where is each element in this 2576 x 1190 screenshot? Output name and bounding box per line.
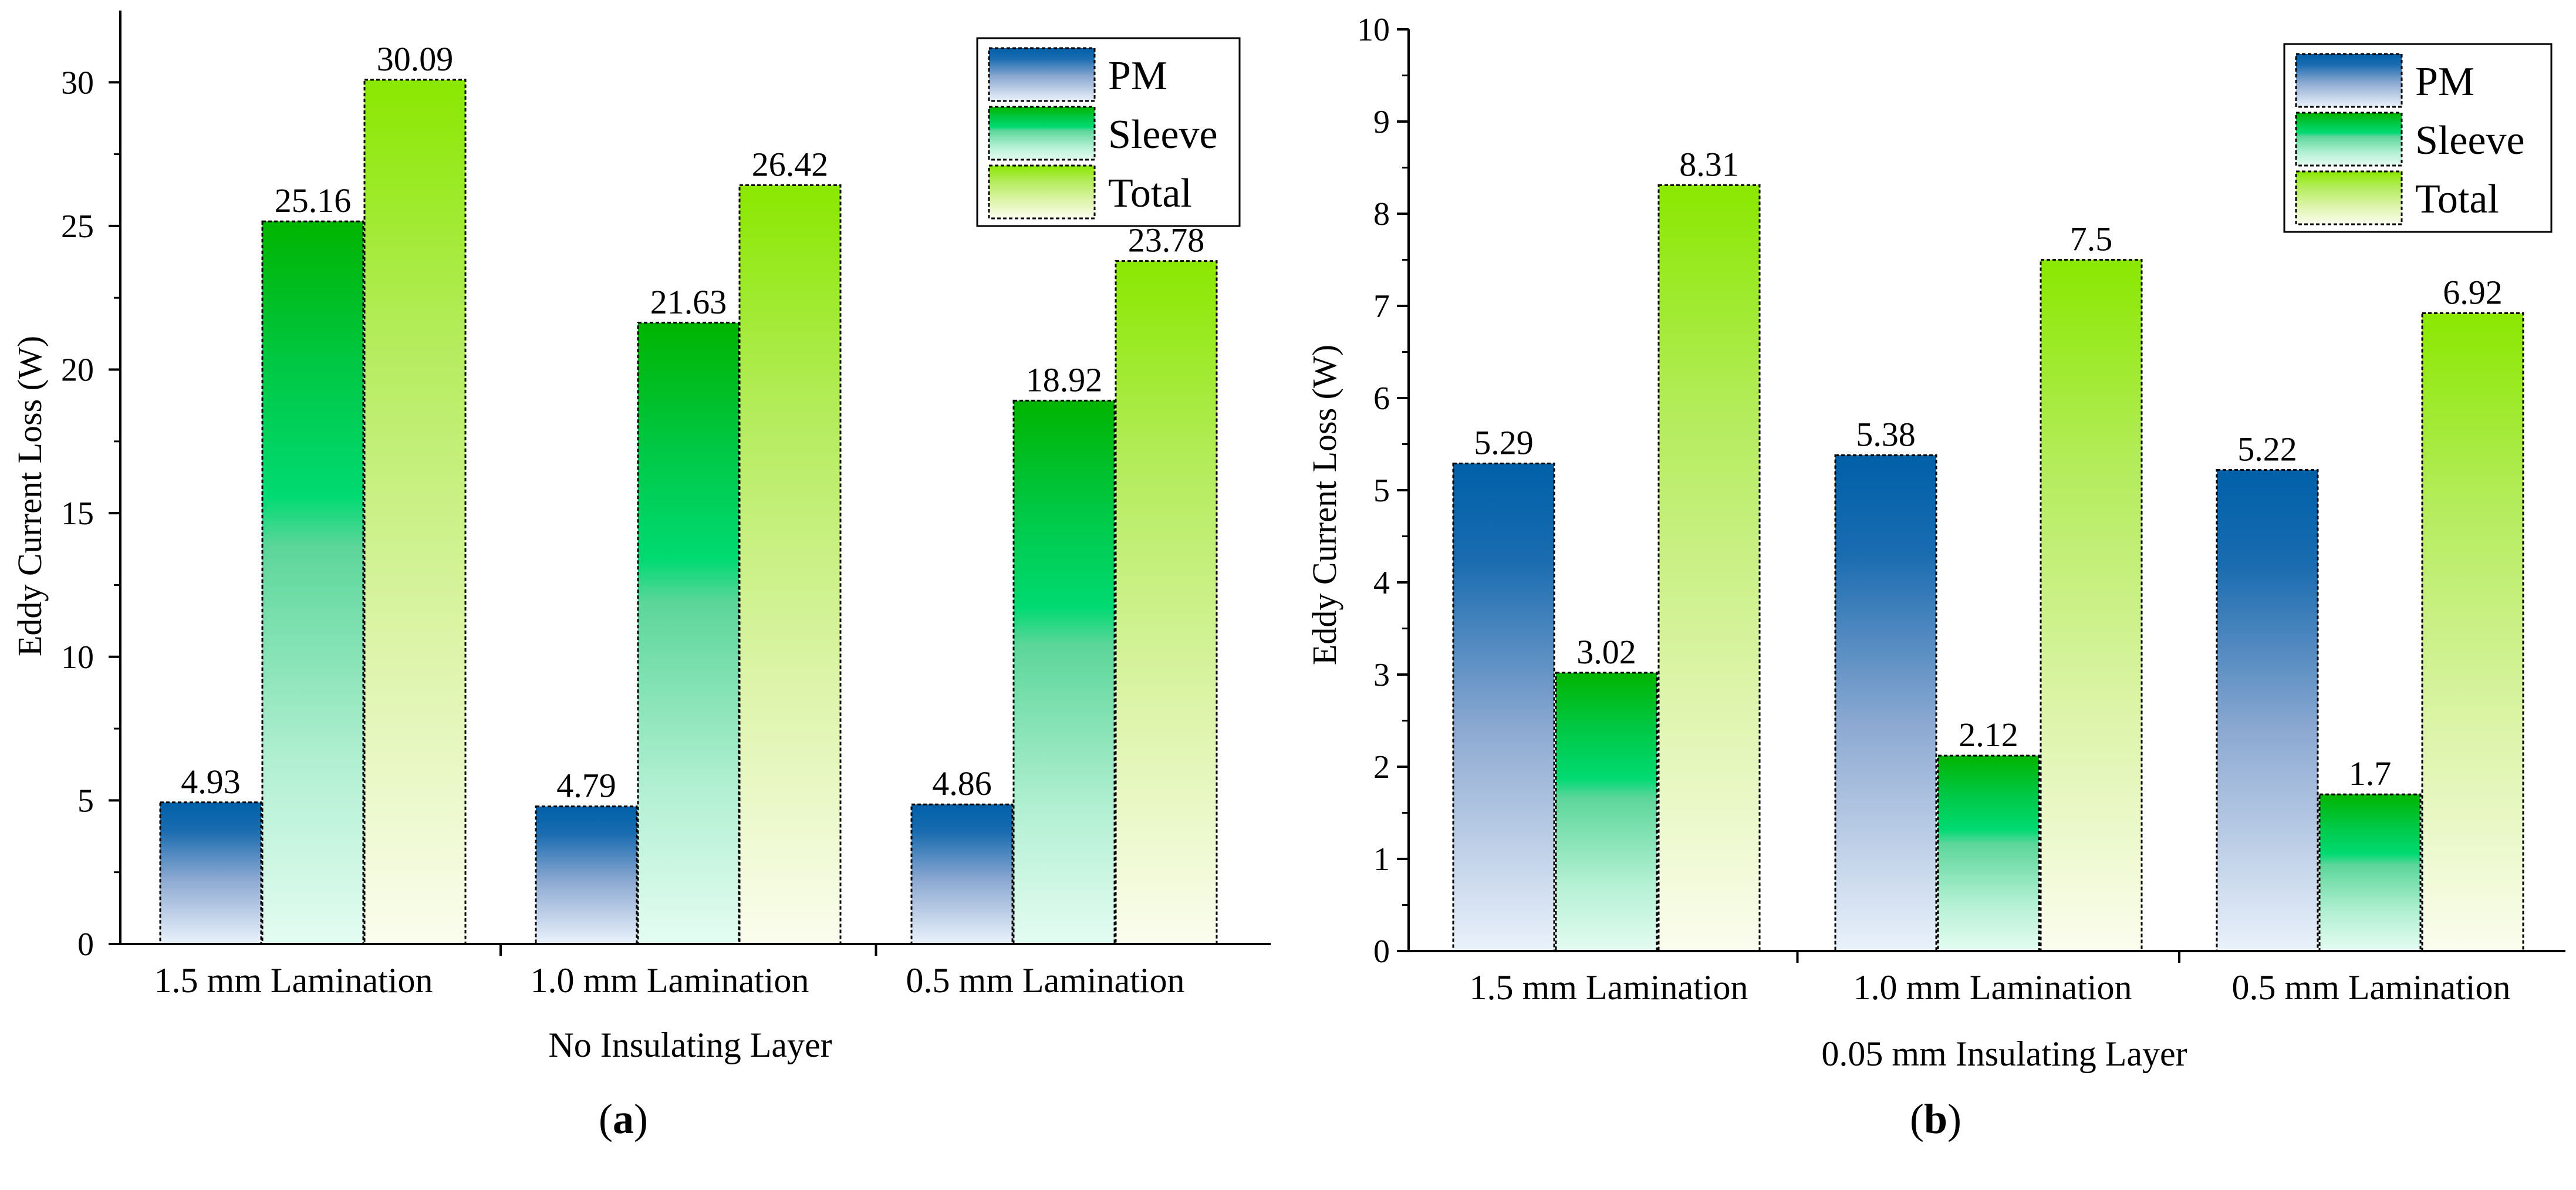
data-label-a-pm-0: 4.93 [181, 763, 241, 801]
category-label-b-0: 1.5 mm Lamination [1470, 968, 1748, 1007]
x-category-labels-a: 1.5 mm Lamination 1.0 mm Lamination 0.5 … [154, 961, 1185, 1000]
data-label-a-sleeve-2: 18.92 [1026, 360, 1103, 399]
legend-swatch-b-total [2295, 170, 2403, 225]
x-axis-title-a: No Insulating Layer [548, 1026, 832, 1064]
data-labels-a: 4.93 4.79 4.86 25.16 21.63 18.92 30.09 26.42 23.… [181, 40, 1204, 805]
y-tick-label-b-10: 10 [1357, 12, 1390, 48]
chart-panel-a: 4.93 4.79 4.86 25.16 21.63 18.92 30.09 26.42 23.… [11, 11, 1271, 1142]
bar-b-pm-0 [1452, 462, 1555, 952]
bar-a-sleeve-1 [637, 322, 740, 945]
bar-b-total-0 [1657, 184, 1761, 952]
legend-label-b-sleeve: Sleeve [2415, 118, 2525, 163]
y-tick-label-b-9: 9 [1373, 104, 1390, 140]
legend-swatch-a-pm [988, 47, 1096, 102]
y-axis-title-a: Eddy Current Loss (W) [11, 336, 49, 656]
bar-b-total-2 [2421, 312, 2524, 952]
y-tick-label-b-7: 7 [1373, 288, 1390, 325]
data-label-b-pm-2: 5.22 [2237, 430, 2297, 468]
legend-swatch-b-sleeve [2295, 112, 2403, 167]
panel-label-a: (a) [599, 1095, 648, 1142]
y-tick-label-a-3: 15 [61, 495, 94, 532]
y-tick-label-a-4: 20 [61, 352, 94, 389]
bar-a-pm-2 [910, 803, 1014, 945]
category-label-b-1: 1.0 mm Lamination [1853, 968, 2132, 1007]
bar-a-total-2 [1115, 260, 1218, 945]
data-label-a-total-1: 26.42 [752, 145, 829, 183]
bar-a-sleeve-2 [1012, 399, 1116, 945]
y-tick-label-a-2: 10 [61, 639, 94, 676]
category-label-a-1: 1.0 mm Lamination [531, 961, 809, 1000]
category-label-b-2: 0.5 mm Lamination [2232, 968, 2511, 1007]
data-label-a-pm-1: 4.79 [556, 767, 616, 805]
y-tick-label-a-5: 25 [61, 208, 94, 245]
data-label-b-sleeve-0: 3.02 [1576, 633, 1636, 671]
x-axis-title-b: 0.05 mm Insulating Layer [1821, 1034, 2187, 1073]
legend-label-a-sleeve: Sleeve [1108, 112, 1218, 157]
bar-a-pm-0 [159, 801, 262, 945]
y-tick-label-b-8: 8 [1373, 196, 1390, 232]
y-tick-label-b-1: 1 [1373, 841, 1390, 878]
legend-swatch-a-total [988, 164, 1096, 220]
data-label-b-total-1: 7.5 [2070, 220, 2113, 258]
data-label-b-total-2: 6.92 [2443, 274, 2503, 312]
y-tick-label-b-2: 2 [1373, 749, 1390, 786]
bar-a-sleeve-0 [261, 220, 364, 945]
legend-label-a-pm: PM [1108, 53, 1167, 99]
data-label-b-pm-1: 5.38 [1856, 415, 1916, 453]
data-label-a-sleeve-0: 25.16 [275, 181, 352, 220]
bar-b-sleeve-2 [2318, 793, 2422, 952]
bar-a-pm-1 [535, 805, 638, 945]
y-tick-label-b-3: 3 [1373, 657, 1390, 693]
legend-swatch-a-sleeve [988, 106, 1096, 161]
y-tick-label-a-0: 0 [77, 926, 94, 963]
legend-label-a-total: Total [1108, 171, 1192, 216]
legend-label-b-pm: PM [2415, 59, 2474, 104]
y-tick-label-a-6: 30 [61, 65, 94, 101]
bar-b-pm-2 [2216, 468, 2319, 952]
bar-b-sleeve-0 [1555, 672, 1658, 952]
data-label-b-sleeve-1: 2.12 [1959, 716, 2018, 754]
data-label-a-pm-2: 4.86 [932, 764, 992, 803]
category-label-a-0: 1.5 mm Lamination [154, 961, 433, 1000]
data-label-a-sleeve-1: 21.63 [650, 283, 727, 321]
y-axis-title-b: Eddy Current Loss (W) [1305, 345, 1343, 665]
y-tick-label-b-0: 0 [1373, 933, 1390, 970]
chart-panel-b: 5.29 5.38 5.22 3.02 2.12 1.7 8.31 7.5 6.92 0 1 2 3 4… [1305, 12, 2565, 1142]
category-label-a-2: 0.5 mm Lamination [906, 961, 1185, 1000]
axes-a [109, 11, 1271, 956]
bar-b-sleeve-1 [1937, 754, 2040, 952]
data-label-b-sleeve-2: 1.7 [2349, 754, 2392, 793]
legend-a: PM Sleeve Total [976, 37, 1241, 227]
data-label-b-total-0: 8.31 [1679, 145, 1739, 183]
y-tick-label-b-5: 5 [1373, 473, 1390, 509]
y-tick-label-b-4: 4 [1373, 565, 1390, 601]
y-ticks-a: 0 5 10 15 20 25 30 [61, 65, 94, 963]
y-ticks-b: 0 1 2 3 4 5 6 7 8 9 10 [1357, 12, 1390, 970]
bar-a-total-1 [738, 184, 842, 945]
bar-b-pm-1 [1834, 454, 1937, 952]
x-category-labels-b: 1.5 mm Lamination 1.0 mm Lamination 0.5 … [1470, 968, 2511, 1007]
bars-a [159, 79, 1218, 945]
y-tick-label-b-6: 6 [1373, 380, 1390, 417]
bar-a-total-0 [363, 79, 467, 945]
panel-label-b: (b) [1910, 1095, 1961, 1142]
bar-b-total-1 [2040, 259, 2143, 952]
data-label-a-total-2: 23.78 [1128, 221, 1205, 259]
axes-b [1397, 28, 2565, 963]
data-label-a-total-0: 30.09 [377, 40, 454, 78]
data-labels-b: 5.29 5.38 5.22 3.02 2.12 1.7 8.31 7.5 6.92 [1474, 145, 2503, 793]
legend-label-b-total: Total [2415, 177, 2499, 222]
legend-b: PM Sleeve Total [2283, 43, 2553, 233]
bars-b [1452, 184, 2524, 952]
data-label-b-pm-0: 5.29 [1474, 423, 1534, 461]
legend-swatch-b-pm [2295, 53, 2403, 108]
y-tick-label-a-1: 5 [77, 783, 94, 819]
